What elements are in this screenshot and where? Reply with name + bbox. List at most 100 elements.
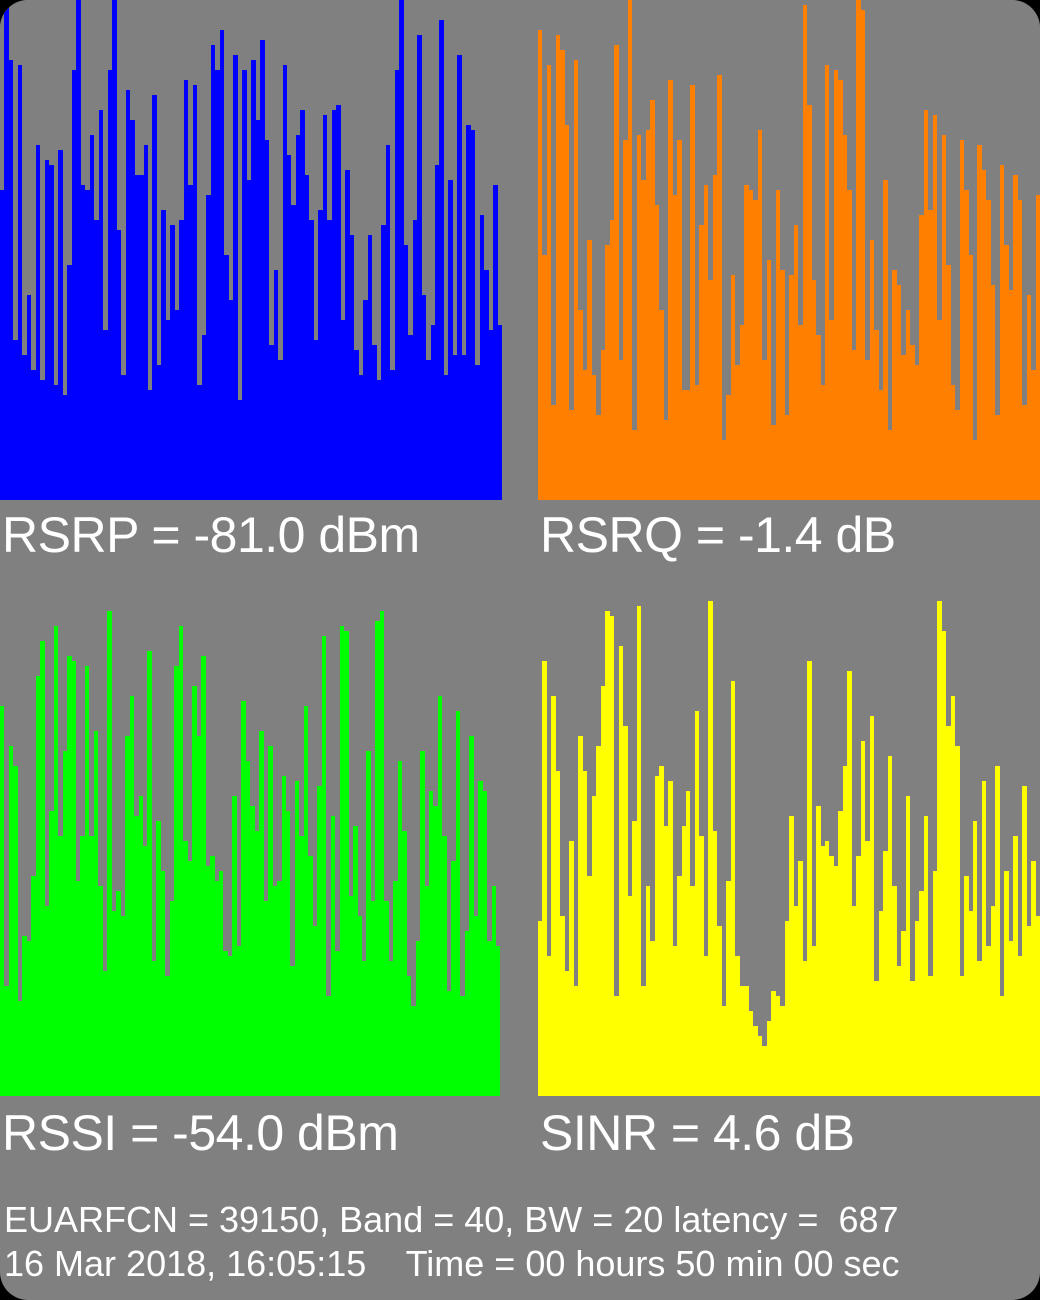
bar bbox=[753, 200, 758, 500]
bar bbox=[412, 220, 418, 500]
bar bbox=[420, 751, 425, 1096]
bar bbox=[430, 325, 435, 500]
bar bbox=[406, 976, 412, 1096]
metric-label-sinr: SINR = 4.6 dB bbox=[540, 1105, 855, 1161]
bar bbox=[865, 841, 870, 1096]
bar bbox=[605, 245, 610, 500]
bar bbox=[281, 776, 286, 1096]
bar bbox=[206, 195, 211, 500]
bar bbox=[424, 886, 429, 1096]
bar bbox=[125, 736, 130, 1096]
bar bbox=[865, 360, 870, 500]
bar bbox=[1026, 295, 1032, 500]
bar bbox=[363, 300, 368, 500]
bar bbox=[959, 976, 965, 1096]
bar bbox=[672, 946, 678, 1096]
bar bbox=[596, 746, 601, 1096]
bar bbox=[829, 856, 834, 1096]
bar bbox=[587, 876, 592, 1096]
bar bbox=[394, 70, 400, 500]
bar bbox=[694, 711, 700, 1096]
bar bbox=[304, 175, 310, 500]
bar bbox=[901, 355, 906, 500]
bar bbox=[910, 345, 915, 500]
bar bbox=[703, 956, 709, 1096]
bar bbox=[156, 821, 161, 1096]
bar bbox=[645, 886, 651, 1096]
bar bbox=[134, 175, 140, 500]
bar bbox=[874, 981, 879, 1096]
bar bbox=[479, 215, 485, 500]
bar bbox=[995, 415, 1000, 500]
bar bbox=[282, 65, 287, 500]
bar bbox=[708, 601, 713, 1096]
bar bbox=[399, 0, 404, 500]
bar bbox=[699, 836, 704, 1096]
bar bbox=[335, 951, 340, 1096]
bar bbox=[726, 395, 731, 500]
chart-panel-rssi[interactable] bbox=[0, 596, 500, 1096]
bar bbox=[40, 380, 45, 500]
bar bbox=[417, 35, 422, 500]
bar bbox=[71, 70, 77, 500]
bar bbox=[990, 906, 996, 1096]
bar bbox=[71, 661, 76, 1096]
bar bbox=[668, 781, 673, 1096]
bar bbox=[245, 761, 251, 1096]
bar bbox=[757, 1036, 763, 1096]
bar bbox=[255, 120, 261, 500]
bar bbox=[17, 1001, 23, 1096]
metric-label-rsrq: RSRQ = -1.4 dB bbox=[540, 507, 896, 563]
bar bbox=[816, 806, 821, 1096]
bar bbox=[455, 711, 461, 1096]
bar bbox=[1004, 245, 1009, 500]
bar bbox=[762, 1046, 767, 1096]
bar bbox=[49, 165, 54, 500]
bar bbox=[340, 320, 346, 500]
bar bbox=[636, 135, 642, 500]
bar bbox=[816, 335, 821, 500]
bar bbox=[820, 846, 825, 1096]
bar bbox=[426, 360, 431, 500]
bar bbox=[883, 180, 888, 500]
bar bbox=[179, 220, 184, 500]
bar bbox=[860, 10, 866, 500]
bar bbox=[290, 966, 295, 1096]
footer-info: EUARFCN = 39150, Band = 40, BW = 20 late… bbox=[0, 1198, 1040, 1286]
bar bbox=[278, 360, 283, 500]
bar bbox=[308, 856, 313, 1096]
bar bbox=[941, 135, 947, 500]
bar bbox=[825, 65, 830, 500]
bar bbox=[1031, 370, 1036, 500]
bar bbox=[869, 240, 875, 500]
bar bbox=[452, 355, 458, 500]
bar bbox=[241, 701, 246, 1096]
bar bbox=[883, 851, 888, 1096]
bar bbox=[990, 285, 996, 500]
chart-panel-rsrq[interactable] bbox=[538, 0, 1040, 500]
bar bbox=[466, 125, 471, 500]
bar bbox=[999, 165, 1005, 500]
bar bbox=[932, 871, 938, 1096]
bar bbox=[233, 55, 238, 500]
bar bbox=[587, 240, 592, 500]
bar bbox=[170, 225, 175, 500]
bar bbox=[116, 230, 122, 500]
chart-panel-sinr[interactable] bbox=[538, 596, 1040, 1096]
bar-series-rsrq bbox=[538, 0, 1040, 500]
chart-panel-rsrp[interactable] bbox=[0, 0, 502, 500]
bar bbox=[224, 255, 229, 500]
bar bbox=[641, 986, 646, 1096]
bar bbox=[268, 746, 273, 1096]
bar bbox=[210, 856, 215, 1096]
bar bbox=[160, 871, 166, 1096]
bar bbox=[901, 931, 906, 1096]
bar bbox=[609, 616, 615, 1096]
bar bbox=[35, 676, 41, 1096]
bar bbox=[1008, 290, 1014, 500]
bar bbox=[600, 686, 606, 1096]
bar bbox=[1017, 200, 1023, 500]
bar bbox=[336, 105, 341, 500]
bar bbox=[188, 185, 193, 500]
bar-series-rsrp bbox=[0, 0, 502, 500]
